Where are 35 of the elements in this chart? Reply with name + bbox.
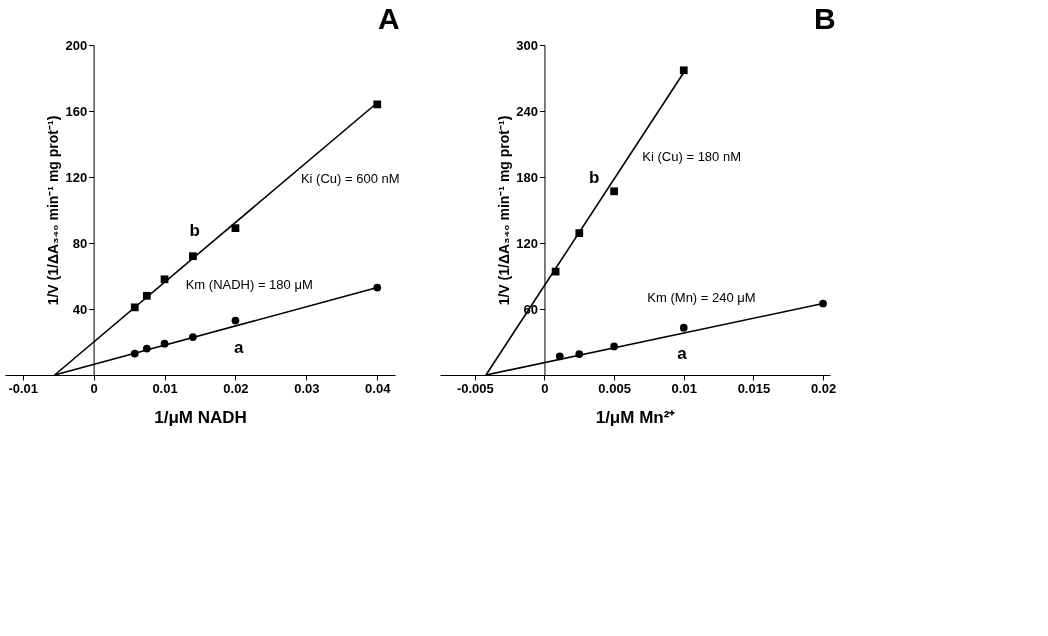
series-label: a <box>233 337 244 357</box>
x-tick-label: 0.04 <box>365 380 392 396</box>
chart-title: A <box>377 2 400 35</box>
annotation: Km (Mn) = 240 μM <box>647 289 756 305</box>
x-tick-label: 0.015 <box>737 380 771 396</box>
y-tick-label: 40 <box>72 301 88 317</box>
y-tick-label: 180 <box>516 169 538 185</box>
y-tick-label: 240 <box>516 103 538 119</box>
chart-title: B <box>814 2 836 35</box>
x-tick-label: 0.02 <box>810 380 837 396</box>
y-axis-title: 1/V (1/ΔA₃₄₀ min⁻¹ mg prot⁻¹) <box>45 115 62 306</box>
x-tick-label: 0.005 <box>598 380 631 396</box>
x-tick-label: -0.005 <box>456 380 494 396</box>
x-tick-label: 0 <box>90 380 98 396</box>
annotation: Km (NADH) = 180 μM <box>185 277 313 293</box>
y-tick-label: 300 <box>516 37 538 53</box>
y-tick-label: 80 <box>72 235 88 251</box>
series-label: a <box>677 343 688 363</box>
y-tick-label: 120 <box>65 169 88 185</box>
annotation: Ki (Cu) = 180 nM <box>642 149 741 165</box>
x-tick-label: 0.01 <box>671 380 697 396</box>
x-tick-label: 0 <box>541 380 549 396</box>
x-tick-label: 0.03 <box>294 380 320 396</box>
x-tick-label: 0.01 <box>152 380 178 396</box>
y-tick-label: 200 <box>65 37 88 53</box>
y-axis-title: 1/V (1/ΔA₃₄₀ min⁻¹ mg prot⁻¹) <box>496 115 513 306</box>
x-axis-title: 1/μM NADH <box>154 407 247 427</box>
y-tick-label: 160 <box>65 103 88 119</box>
series-label: b <box>189 221 200 241</box>
x-axis-title: 1/μM Mn²⁺ <box>595 407 676 427</box>
x-tick-label: 0.02 <box>223 380 249 396</box>
annotation: Ki (Cu) = 600 nM <box>300 170 400 186</box>
y-tick-label: 120 <box>516 235 538 251</box>
series-label: b <box>588 167 600 187</box>
x-tick-label: -0.01 <box>8 380 39 396</box>
